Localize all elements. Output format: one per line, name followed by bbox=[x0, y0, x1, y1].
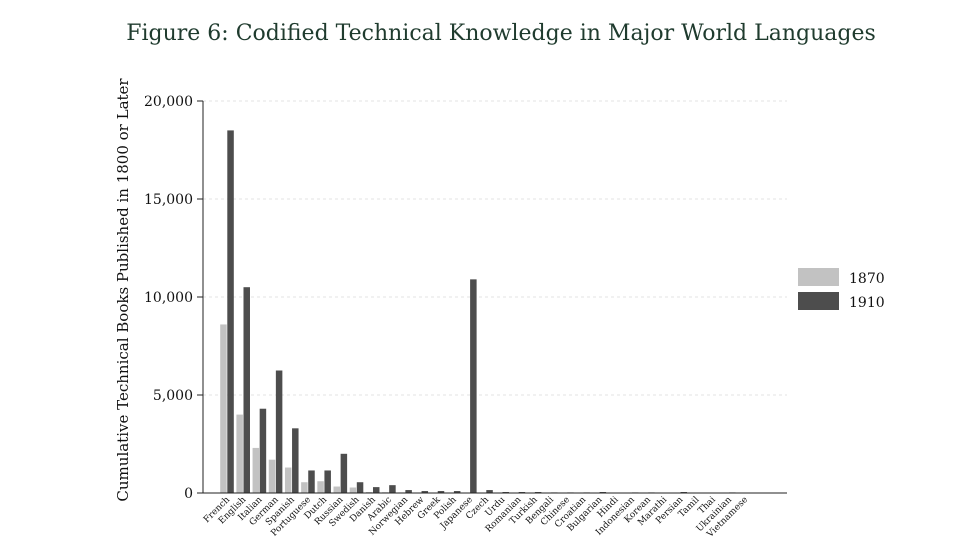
bar-1870-german bbox=[268, 459, 276, 493]
bar-1910-dutch bbox=[324, 470, 331, 493]
bar-1870-french bbox=[220, 324, 227, 493]
y-tick-label: 0 bbox=[184, 486, 193, 502]
y-axis: 0 5,000 10,000 15,000 20,000 bbox=[144, 94, 204, 502]
legend-swatch-1910 bbox=[798, 292, 839, 310]
bar-1910-polish bbox=[453, 491, 461, 493]
bar-1910-portuguese bbox=[308, 470, 315, 493]
bar-1910-english bbox=[243, 287, 250, 493]
x-axis: FrenchEnglishItalianGermanSpanishPortugu… bbox=[202, 492, 787, 538]
legend-label-1870: 1870 bbox=[849, 271, 885, 287]
y-tick-label: 20,000 bbox=[144, 94, 193, 110]
bar-1870-english bbox=[236, 414, 243, 493]
bar-1870-dutch bbox=[317, 481, 324, 493]
bar-1870-italian bbox=[252, 447, 260, 493]
bar-1870-portuguese bbox=[301, 482, 308, 493]
chart-title: Figure 6: Codified Technical Knowledge i… bbox=[126, 21, 876, 46]
y-axis-label: Cumulative Technical Books Published in … bbox=[114, 78, 132, 502]
bar-1910-danish bbox=[372, 487, 380, 493]
bar-1870-swedish bbox=[349, 487, 357, 493]
gridlines bbox=[203, 100, 787, 396]
bar-1910-arabic bbox=[389, 485, 396, 493]
legend: 1870 1910 bbox=[798, 268, 885, 311]
y-tick-label: 10,000 bbox=[144, 290, 193, 306]
bar-1910-spanish bbox=[292, 428, 299, 493]
bar-1870-spanish bbox=[284, 467, 292, 493]
bar-1870-russian bbox=[333, 486, 341, 493]
bar-1910-greek bbox=[437, 491, 445, 493]
bar-1910-norwegian bbox=[405, 490, 412, 493]
bars bbox=[220, 130, 736, 493]
y-tick-label: 15,000 bbox=[144, 192, 193, 208]
bar-1910-german bbox=[275, 370, 283, 493]
bar-1910-czech bbox=[486, 490, 493, 493]
bar-1910-italian bbox=[259, 408, 267, 493]
bar-1910-hebrew bbox=[421, 491, 429, 493]
legend-swatch-1870 bbox=[798, 268, 839, 286]
legend-label-1910: 1910 bbox=[849, 295, 885, 311]
bar-1910-russian bbox=[340, 453, 348, 493]
bar-1910-japanese bbox=[470, 279, 477, 493]
bar-1910-french bbox=[227, 130, 234, 493]
bar-1910-swedish bbox=[356, 482, 364, 493]
y-tick-label: 5,000 bbox=[153, 388, 193, 404]
